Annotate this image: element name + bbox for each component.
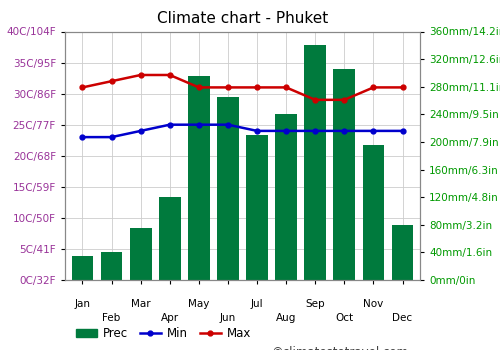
Text: Aug: Aug [276,313,296,323]
Bar [100,252,122,280]
Legend: Prec, Min, Max: Prec, Min, Max [71,322,256,345]
Bar [275,114,297,280]
Text: Mar: Mar [131,300,150,309]
Text: Nov: Nov [364,300,384,309]
Text: Oct: Oct [336,313,353,323]
Bar [392,225,413,280]
Text: ©climatestotravel.com: ©climatestotravel.com [271,346,408,350]
Bar [246,135,268,280]
Bar [334,69,355,280]
Text: May: May [188,300,210,309]
Bar [188,76,210,280]
Bar [217,97,239,280]
Bar [362,145,384,280]
Text: Apr: Apr [160,313,179,323]
Text: Jun: Jun [220,313,236,323]
Text: Sep: Sep [306,300,325,309]
Bar [130,228,152,280]
Bar [304,45,326,280]
Title: Climate chart - Phuket: Climate chart - Phuket [157,11,328,26]
Text: Jan: Jan [74,300,90,309]
Text: Feb: Feb [102,313,120,323]
Bar [159,197,180,280]
Text: Jul: Jul [250,300,264,309]
Bar [72,256,94,280]
Text: Dec: Dec [392,313,412,323]
